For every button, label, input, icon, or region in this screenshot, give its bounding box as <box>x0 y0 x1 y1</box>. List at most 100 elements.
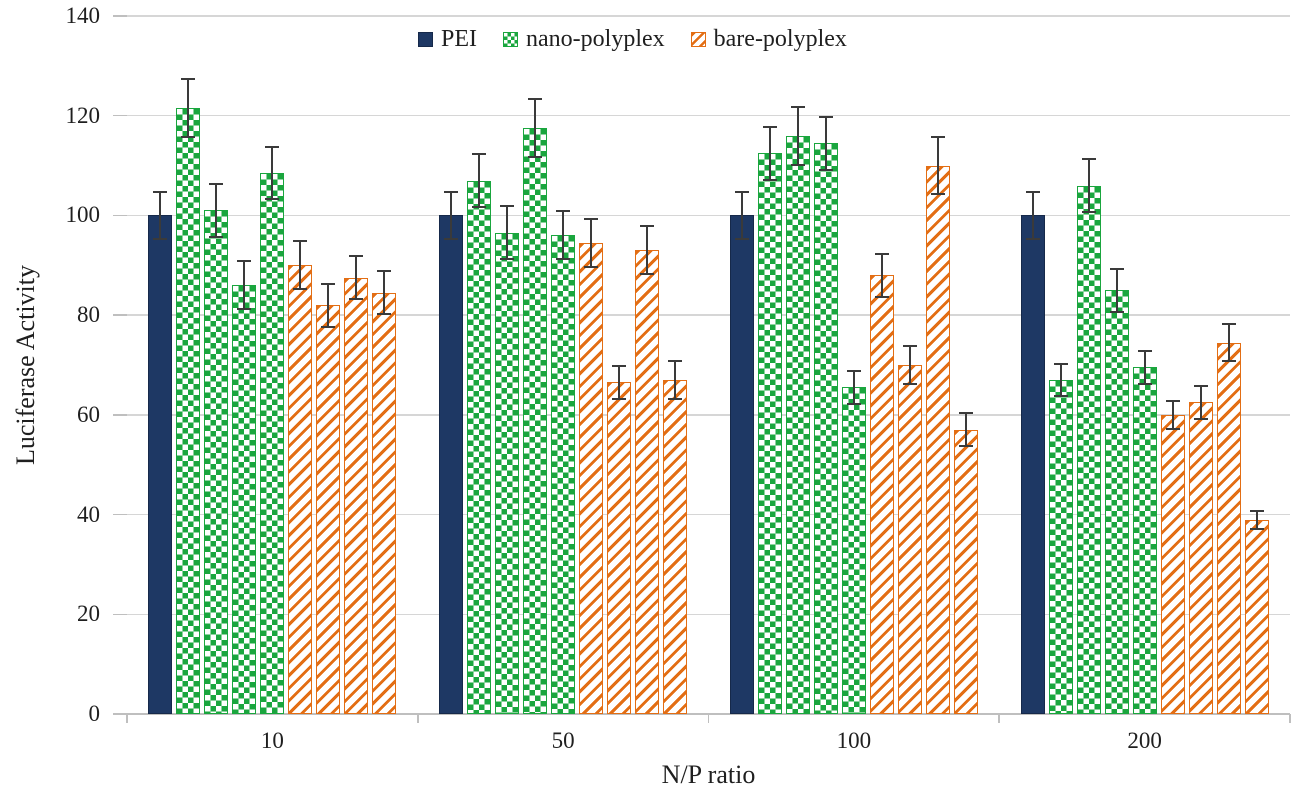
x-tick-mark <box>1289 714 1291 723</box>
gridline <box>127 115 1290 117</box>
error-bar-stem <box>187 78 190 139</box>
error-bar-cap <box>640 273 655 276</box>
y-tick-label: 140 <box>65 3 101 28</box>
x-tick-label: 100 <box>836 728 872 753</box>
error-bar-cap <box>153 238 168 241</box>
error-bar-stem <box>299 240 302 291</box>
error-bar <box>556 210 571 261</box>
legend-item-nano-polyplex: nano-polyplex <box>503 24 665 54</box>
gridline <box>127 214 1290 217</box>
y-tick-mark <box>113 115 127 117</box>
bare-polyplex-bar <box>607 382 632 714</box>
legend-label-pei: PEI <box>441 26 477 52</box>
error-bar <box>790 105 805 166</box>
error-bar-stem <box>1087 158 1090 213</box>
nano-polyplex-bar <box>260 173 285 714</box>
error-bar <box>1193 384 1208 420</box>
error-bar <box>444 190 459 241</box>
y-tick-mark <box>113 513 127 516</box>
bare-polyplex-swatch-icon <box>690 31 706 47</box>
error-bar-cap <box>1221 322 1236 325</box>
nano-polyplex-bar <box>204 210 229 714</box>
error-bar <box>1165 399 1180 430</box>
y-tick-label: 0 <box>88 701 101 726</box>
error-bar-cap <box>556 210 571 213</box>
error-bar <box>1137 350 1152 385</box>
error-bar-stem <box>1227 322 1230 363</box>
nano-polyplex-bar <box>841 387 866 714</box>
error-bar <box>958 412 973 448</box>
error-bar <box>1025 190 1040 241</box>
error-bar-stem <box>908 345 911 385</box>
error-bar <box>472 153 487 208</box>
y-tick-mark <box>113 15 127 17</box>
x-tick-mark <box>998 714 1001 723</box>
error-bar-stem <box>1059 362 1062 398</box>
pei-swatch-icon <box>418 31 433 47</box>
error-bar-cap <box>1165 399 1180 402</box>
error-bar-cap <box>1109 267 1124 270</box>
error-bar-cap <box>500 258 515 261</box>
nano-polyplex-bar <box>1104 290 1129 714</box>
error-bar <box>584 217 599 268</box>
error-bar-stem <box>824 115 827 171</box>
gridline <box>127 414 1290 416</box>
error-bar-cap <box>209 235 224 238</box>
error-bar <box>153 190 168 241</box>
nano-polyplex-bar <box>232 285 257 714</box>
gridline <box>127 513 1290 516</box>
error-bar-cap <box>762 125 777 128</box>
error-bar-cap <box>668 397 683 400</box>
error-bar-cap <box>818 168 833 171</box>
error-bar-cap <box>153 190 168 193</box>
nano-polyplex-bar <box>757 153 782 714</box>
error-bar <box>321 282 336 328</box>
error-bar-cap <box>762 178 777 181</box>
x-tick-mark <box>707 714 710 723</box>
error-bar-stem <box>450 190 453 241</box>
error-bar-cap <box>1053 362 1068 365</box>
error-bar-cap <box>472 205 487 208</box>
error-bar-cap <box>1081 158 1096 161</box>
error-bar-stem <box>1171 399 1174 430</box>
legend-item-pei: PEI <box>418 24 477 54</box>
error-bar-cap <box>444 238 459 241</box>
bare-polyplex-bar <box>288 265 313 714</box>
error-bar <box>734 190 749 241</box>
error-bar-cap <box>930 193 945 196</box>
error-bar-cap <box>1137 350 1152 353</box>
bare-polyplex-bar <box>869 275 894 714</box>
error-bar-cap <box>265 198 280 201</box>
error-bar <box>265 145 280 201</box>
error-bar-cap <box>818 115 833 118</box>
error-bar-stem <box>674 360 677 400</box>
x-axis-title: N/P ratio <box>661 760 756 789</box>
bare-polyplex-bar <box>1244 519 1269 714</box>
error-bar-cap <box>293 288 308 291</box>
error-bar-stem <box>271 145 274 201</box>
error-bar-cap <box>846 369 861 372</box>
nano-polyplex-bar <box>785 135 810 714</box>
error-bar-stem <box>936 135 939 196</box>
error-bar-cap <box>265 145 280 148</box>
error-bar <box>1249 509 1264 530</box>
y-tick-label: 100 <box>65 202 101 228</box>
legend-label-bare-polyplex: bare-polyplex <box>713 26 847 52</box>
error-bar-cap <box>556 258 571 261</box>
error-bar <box>612 365 627 400</box>
error-bar-cap <box>668 360 683 362</box>
nano-polyplex-bar <box>1132 367 1157 714</box>
error-bar-cap <box>1221 360 1236 363</box>
y-tick-label: 40 <box>77 501 100 527</box>
error-bar <box>293 240 308 291</box>
error-bar <box>640 225 655 276</box>
nano-polyplex-bar <box>813 143 838 714</box>
error-bar-cap <box>349 255 364 258</box>
error-bar-cap <box>237 260 252 263</box>
error-bar-cap <box>1053 395 1068 398</box>
error-bar-cap <box>377 270 392 273</box>
error-bar-stem <box>880 252 883 298</box>
x-tick-mark <box>416 714 419 723</box>
error-bar <box>500 205 515 261</box>
error-bar-cap <box>1249 509 1264 512</box>
